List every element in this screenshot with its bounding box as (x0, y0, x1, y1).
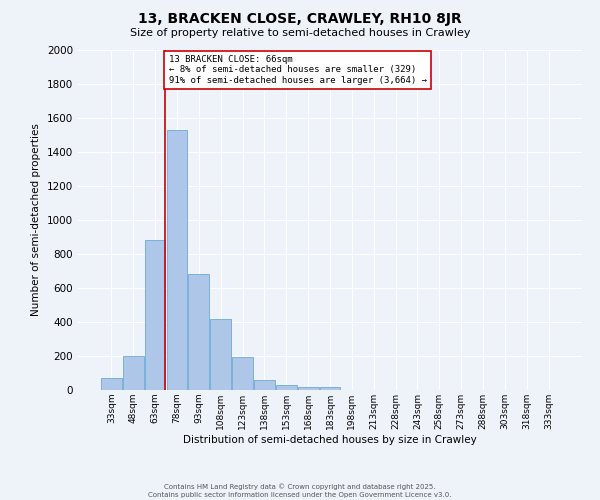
X-axis label: Distribution of semi-detached houses by size in Crawley: Distribution of semi-detached houses by … (183, 434, 477, 444)
Text: 13 BRACKEN CLOSE: 66sqm
← 8% of semi-detached houses are smaller (329)
91% of se: 13 BRACKEN CLOSE: 66sqm ← 8% of semi-det… (169, 55, 427, 85)
Bar (210, 318, 231, 390)
Bar (145, 240, 166, 390)
Bar (276, 385, 296, 390)
Bar (320, 388, 340, 390)
Bar (123, 356, 143, 390)
Bar (167, 130, 187, 390)
Text: 13, BRACKEN CLOSE, CRAWLEY, RH10 8JR: 13, BRACKEN CLOSE, CRAWLEY, RH10 8JR (138, 12, 462, 26)
Y-axis label: Number of semi-detached properties: Number of semi-detached properties (31, 124, 41, 316)
Text: Size of property relative to semi-detached houses in Crawley: Size of property relative to semi-detach… (130, 28, 470, 38)
Bar (101, 378, 122, 390)
Bar (298, 386, 319, 390)
Bar (232, 357, 253, 390)
Bar (254, 380, 275, 390)
Bar (188, 274, 209, 390)
Text: Contains HM Land Registry data © Crown copyright and database right 2025.
Contai: Contains HM Land Registry data © Crown c… (148, 483, 452, 498)
